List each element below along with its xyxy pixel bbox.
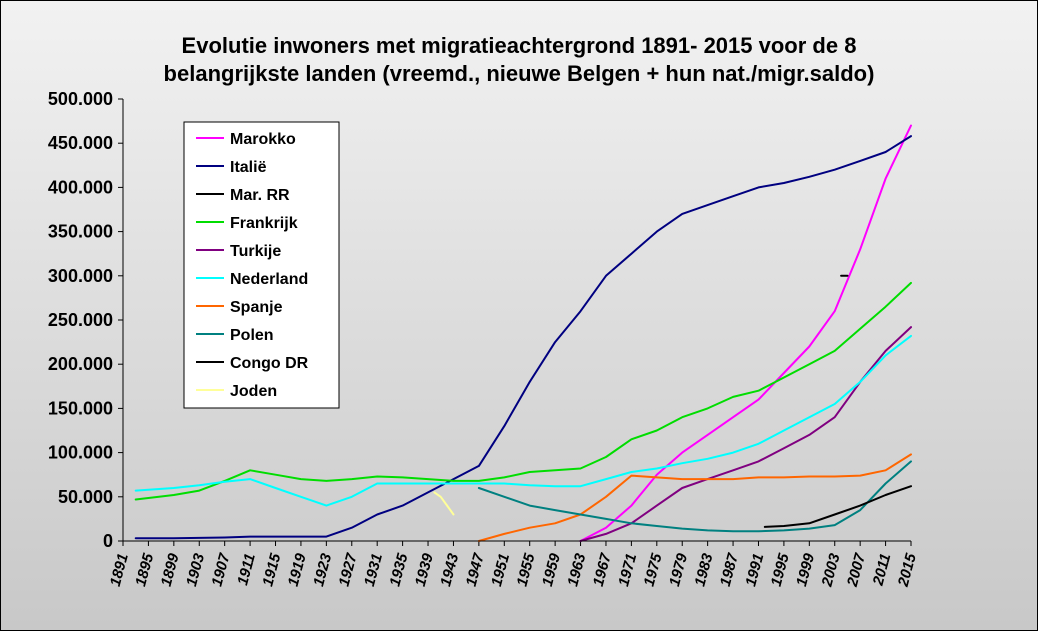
legend-label-spanje: Spanje <box>230 299 283 316</box>
x-tick-label: 2011 <box>869 552 894 589</box>
legend: Marokko Italië Mar. RR Frankrijk Turkije Nede… <box>183 121 340 409</box>
x-tick-label: 1947 <box>463 551 488 588</box>
x-tick-label: 1999 <box>793 551 818 588</box>
x-tick-label: 1923 <box>310 551 335 588</box>
legend-label-itali: Italië <box>230 159 267 176</box>
x-tick-label: 1979 <box>666 551 691 588</box>
x-tick-label: 1995 <box>768 551 793 588</box>
series-line-nederland <box>134 334 912 507</box>
y-tick-label: 250.000 <box>48 310 113 330</box>
series-line-spanje <box>477 453 912 542</box>
y-tick-label: 0 <box>103 531 113 551</box>
series-line-joden <box>433 491 455 516</box>
legend-label-marokko: Marokko <box>230 131 296 148</box>
y-tick-label: 450.000 <box>48 133 113 153</box>
x-tick-label: 1963 <box>564 551 589 588</box>
x-tick-label: 1987 <box>717 551 742 588</box>
legend-label-mar-rr: Mar. RR <box>230 187 290 204</box>
x-tick-label: 1975 <box>641 551 666 588</box>
x-tick-label: 1959 <box>539 551 564 588</box>
x-tick-label: 1967 <box>590 551 615 588</box>
series-line-turkije <box>579 326 912 542</box>
legend-label-joden: Joden <box>230 383 277 400</box>
x-axis-ticks: 1891 1895 1899 1903 1907 1911 1915 1919 1923 1927… <box>107 541 920 589</box>
legend-label-frankrijk: Frankrijk <box>230 215 298 232</box>
x-tick-label: 2007 <box>844 551 869 589</box>
x-tick-label: 1943 <box>437 551 462 588</box>
x-tick-label: 1939 <box>412 551 437 588</box>
x-tick-label: 1991 <box>742 552 767 589</box>
legend-box <box>183 121 340 409</box>
y-tick-label: 300.000 <box>48 266 113 286</box>
x-tick-label: 2003 <box>818 551 843 589</box>
x-tick-label: 1895 <box>132 551 157 588</box>
x-tick-label: 2015 <box>895 551 920 589</box>
x-tick-label: 1971 <box>615 552 640 589</box>
x-tick-label: 1931 <box>361 552 386 589</box>
series-line-marokko <box>579 124 912 542</box>
x-tick-label: 1983 <box>691 551 716 588</box>
chart-title: Evolutie inwoners met migratieachtergron… <box>164 33 875 86</box>
y-tick-label: 200.000 <box>48 354 113 374</box>
legend-label-nederland: Nederland <box>230 271 308 288</box>
y-tick-label: 50.000 <box>58 487 113 507</box>
x-tick-label: 1927 <box>336 551 361 588</box>
x-tick-label: 1899 <box>158 551 183 588</box>
series-line-polen <box>477 460 912 533</box>
series-line-itali <box>134 135 912 540</box>
y-tick-label: 500.000 <box>48 89 113 109</box>
legend-label-turkije: Turkije <box>230 243 281 260</box>
title-line-2: belangrijkste landen (vreemd., nieuwe Be… <box>164 61 875 86</box>
x-tick-label: 1935 <box>386 551 411 588</box>
y-axis-ticks: 0 50.000 100.000 150.000 200.000 250.000 300.0… <box>48 89 123 551</box>
title-line-1: Evolutie inwoners met migratieachtergron… <box>182 33 857 58</box>
x-tick-label: 1919 <box>285 551 310 588</box>
x-tick-label: 1907 <box>208 551 233 588</box>
series-line-congo-dr <box>763 485 912 528</box>
y-tick-label: 100.000 <box>48 443 113 463</box>
x-tick-label: 1903 <box>183 551 208 588</box>
y-tick-label: 400.000 <box>48 177 113 197</box>
y-tick-label: 150.000 <box>48 398 113 418</box>
x-tick-label: 1955 <box>514 551 539 588</box>
x-tick-label: 1951 <box>488 552 513 589</box>
x-tick-label: 1911 <box>234 552 259 588</box>
x-tick-label: 1891 <box>107 552 132 589</box>
legend-label-polen: Polen <box>230 327 274 344</box>
legend-label-congo-dr: Congo DR <box>230 355 309 372</box>
x-tick-label: 1915 <box>259 551 284 588</box>
series-lines <box>134 124 912 542</box>
y-tick-label: 350.000 <box>48 222 113 242</box>
series-line-frankrijk <box>134 281 912 501</box>
